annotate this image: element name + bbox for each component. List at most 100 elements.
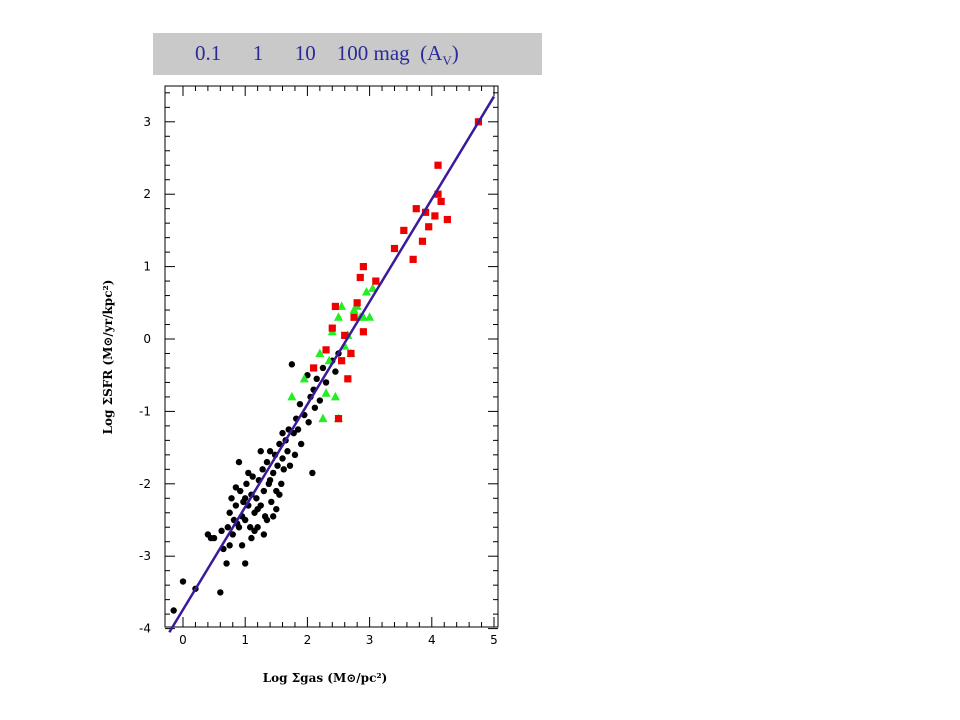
extinction-scale-banner: 0.1 1 10 100 mag (AV) xyxy=(153,33,542,75)
black-data-point xyxy=(179,578,187,585)
y-tick-label: -4 xyxy=(139,622,151,636)
black-data-point xyxy=(266,476,274,484)
black-data-point xyxy=(210,534,218,542)
green-data-point xyxy=(334,312,343,321)
green-data-point xyxy=(318,413,328,423)
black-data-point xyxy=(284,448,291,455)
black-data-point xyxy=(254,505,261,513)
red-data-point xyxy=(400,226,408,234)
black-data-point xyxy=(217,589,224,596)
red-data-point xyxy=(390,244,399,253)
green-data-point xyxy=(358,312,368,321)
black-data-point xyxy=(224,524,231,531)
red-data-point xyxy=(353,299,361,307)
red-data-point xyxy=(412,205,420,213)
y-tick-label: -3 xyxy=(139,549,151,563)
red-data-point xyxy=(409,255,417,263)
green-data-point xyxy=(324,355,334,365)
black-data-point xyxy=(232,484,240,491)
red-data-point xyxy=(338,357,346,365)
black-data-point xyxy=(269,513,277,520)
red-data-point xyxy=(372,277,380,285)
red-data-point xyxy=(334,415,343,423)
red-data-point xyxy=(341,331,349,339)
black-data-point xyxy=(237,487,244,495)
black-data-point xyxy=(260,487,268,495)
black-data-point xyxy=(305,419,312,426)
black-data-point xyxy=(257,448,264,455)
black-data-point xyxy=(246,524,254,531)
y-tick-label: 0 xyxy=(143,332,151,346)
y-axis-label: Log ΣSFR (M⊙/yr/kpc²) xyxy=(101,280,115,435)
red-data-point xyxy=(344,375,352,383)
green-data-point xyxy=(287,391,297,401)
black-data-point xyxy=(253,495,260,502)
black-data-point xyxy=(242,516,249,524)
green-data-point xyxy=(361,286,371,296)
red-data-point xyxy=(359,328,367,336)
green-data-point xyxy=(337,301,347,310)
green-data-point xyxy=(365,312,375,321)
red-data-point xyxy=(328,324,336,332)
black-data-point xyxy=(226,542,233,549)
red-data-point xyxy=(322,346,330,354)
black-data-point xyxy=(228,495,235,502)
black-data-point xyxy=(297,440,305,448)
black-data-point xyxy=(170,607,177,614)
black-data-point xyxy=(319,364,327,372)
axis-ticks xyxy=(165,86,498,630)
red-data-point xyxy=(443,215,451,224)
red-data-point xyxy=(359,263,367,271)
red-data-point xyxy=(331,302,339,311)
black-data-point xyxy=(235,458,243,466)
extinction-scale-text: 0.1 1 10 100 mag (AV) xyxy=(195,41,459,69)
black-data-point xyxy=(309,469,316,477)
x-tick-label: 2 xyxy=(304,633,312,647)
black-data-point xyxy=(226,509,233,516)
x-tick-label: 1 xyxy=(241,633,249,647)
black-data-point xyxy=(229,531,236,538)
black-data-point xyxy=(245,469,252,477)
black-data-point xyxy=(259,466,266,473)
y-tick-label: -2 xyxy=(139,477,151,491)
extinction-scale-values: 0.1 1 10 100 mag (A xyxy=(195,41,443,65)
x-axis-label: Log Σgas (M⊙/pc²) xyxy=(263,671,388,685)
y-tick-label: 1 xyxy=(143,260,151,274)
red-data-point xyxy=(425,223,433,231)
green-data-point xyxy=(330,391,340,401)
red-data-point xyxy=(356,273,364,282)
y-tick-label: 2 xyxy=(143,187,151,201)
red-data-point xyxy=(350,313,358,321)
black-data-point xyxy=(263,516,271,524)
black-data-point xyxy=(251,527,258,535)
black-data-point xyxy=(291,451,299,459)
green-data-point xyxy=(315,348,325,357)
black-data-point xyxy=(223,560,230,567)
black-data-point xyxy=(235,524,243,531)
black-data-point xyxy=(294,426,302,433)
x-tick-label: 3 xyxy=(366,633,374,647)
green-data-point xyxy=(368,283,378,292)
black-data-point xyxy=(242,495,249,502)
red-data-point xyxy=(310,364,318,372)
extinction-suffix: ) xyxy=(451,41,459,65)
black-data-point xyxy=(279,429,286,437)
black-data-point xyxy=(238,542,246,549)
green-data-point xyxy=(321,388,331,397)
black-data-point xyxy=(263,458,271,466)
black-data-point xyxy=(286,462,294,469)
plot-frame xyxy=(164,85,499,628)
x-tick-label: 4 xyxy=(428,633,436,647)
red-data-point xyxy=(421,208,430,216)
black-data-point xyxy=(316,397,324,404)
fit-line xyxy=(168,95,496,633)
red-data-point xyxy=(437,197,445,206)
black-data-point xyxy=(232,502,240,509)
black-data-point xyxy=(243,480,250,487)
black-data-point xyxy=(311,404,319,411)
black-data-point xyxy=(260,531,268,538)
black-data-point xyxy=(268,498,275,506)
red-data-point xyxy=(431,212,439,220)
black-data-point xyxy=(279,455,286,462)
